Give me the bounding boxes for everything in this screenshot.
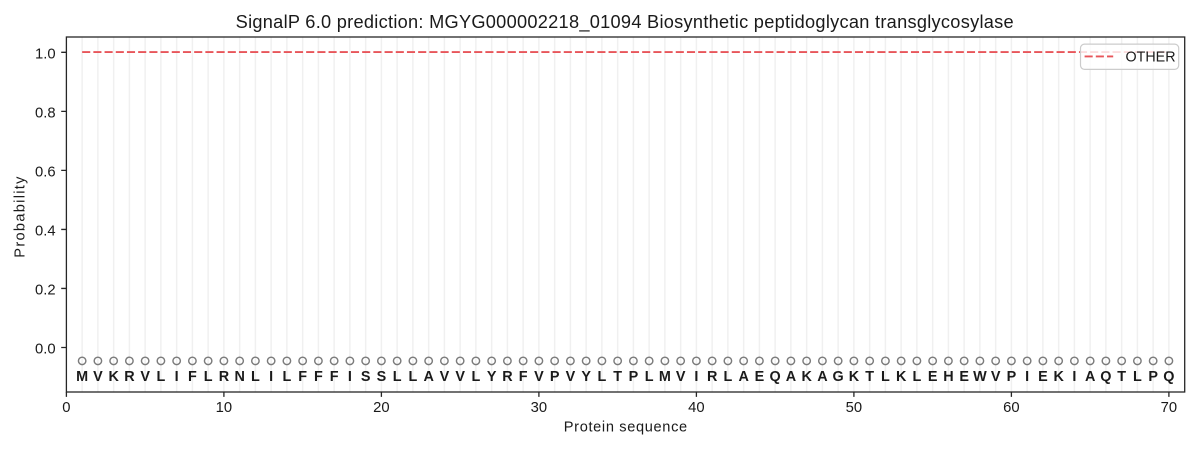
svg-text:Q: Q	[1100, 369, 1111, 385]
svg-text:40: 40	[688, 400, 704, 416]
svg-text:L: L	[204, 369, 213, 385]
svg-text:30: 30	[531, 400, 547, 416]
svg-text:N: N	[234, 369, 244, 385]
svg-text:V: V	[440, 369, 450, 385]
svg-text:E: E	[755, 369, 765, 385]
svg-text:F: F	[330, 369, 339, 385]
svg-text:0.8: 0.8	[35, 105, 56, 121]
svg-text:V: V	[676, 369, 686, 385]
svg-text:T: T	[613, 369, 622, 385]
svg-text:M: M	[76, 369, 88, 385]
svg-text:Q: Q	[1163, 369, 1174, 385]
svg-text:T: T	[1117, 369, 1126, 385]
svg-text:V: V	[93, 369, 103, 385]
svg-text:V: V	[140, 369, 150, 385]
svg-text:A: A	[1085, 369, 1096, 385]
svg-text:I: I	[694, 369, 698, 385]
svg-text:F: F	[519, 369, 528, 385]
svg-text:T: T	[865, 369, 874, 385]
svg-text:V: V	[566, 369, 576, 385]
svg-text:L: L	[598, 369, 607, 385]
svg-text:S: S	[377, 369, 387, 385]
svg-text:R: R	[707, 369, 718, 385]
svg-text:I: I	[1072, 369, 1076, 385]
svg-text:K: K	[896, 369, 907, 385]
svg-text:L: L	[409, 369, 418, 385]
svg-text:OTHER: OTHER	[1126, 50, 1176, 66]
svg-text:L: L	[645, 369, 654, 385]
svg-text:0.6: 0.6	[35, 164, 56, 180]
svg-text:L: L	[913, 369, 922, 385]
svg-text:P: P	[629, 369, 639, 385]
svg-text:70: 70	[1161, 400, 1177, 416]
svg-text:Y: Y	[581, 369, 591, 385]
svg-text:L: L	[157, 369, 166, 385]
svg-text:L: L	[472, 369, 481, 385]
svg-text:F: F	[298, 369, 307, 385]
svg-text:60: 60	[1003, 400, 1019, 416]
svg-text:I: I	[1025, 369, 1029, 385]
svg-text:V: V	[534, 369, 544, 385]
svg-text:Y: Y	[487, 369, 497, 385]
svg-text:Protein sequence: Protein sequence	[564, 420, 688, 436]
svg-text:P: P	[1148, 369, 1158, 385]
svg-text:R: R	[502, 369, 513, 385]
svg-text:I: I	[269, 369, 273, 385]
svg-text:50: 50	[846, 400, 862, 416]
svg-text:M: M	[659, 369, 671, 385]
svg-text:L: L	[1133, 369, 1142, 385]
svg-text:E: E	[928, 369, 938, 385]
svg-text:Q: Q	[770, 369, 781, 385]
svg-text:SignalP 6.0 prediction: MGYG00: SignalP 6.0 prediction: MGYG000002218_01…	[236, 12, 1014, 33]
svg-text:V: V	[991, 369, 1001, 385]
svg-text:E: E	[1038, 369, 1048, 385]
svg-text:20: 20	[373, 400, 389, 416]
svg-text:S: S	[361, 369, 371, 385]
svg-text:P: P	[550, 369, 560, 385]
svg-text:A: A	[817, 369, 828, 385]
svg-text:L: L	[881, 369, 890, 385]
svg-text:I: I	[175, 369, 179, 385]
svg-text:1.0: 1.0	[35, 46, 56, 62]
svg-text:I: I	[348, 369, 352, 385]
svg-text:H: H	[943, 369, 953, 385]
svg-text:G: G	[833, 369, 844, 385]
svg-text:L: L	[724, 369, 733, 385]
svg-text:K: K	[108, 369, 119, 385]
svg-text:K: K	[849, 369, 860, 385]
svg-text:L: L	[393, 369, 402, 385]
svg-text:F: F	[314, 369, 323, 385]
svg-text:L: L	[283, 369, 292, 385]
svg-text:A: A	[786, 369, 797, 385]
svg-text:F: F	[188, 369, 197, 385]
svg-text:0.2: 0.2	[35, 283, 56, 299]
svg-text:0.4: 0.4	[35, 223, 56, 239]
svg-text:W: W	[973, 369, 987, 385]
svg-text:A: A	[738, 369, 749, 385]
svg-text:E: E	[959, 369, 969, 385]
svg-text:K: K	[801, 369, 812, 385]
svg-text:R: R	[124, 369, 135, 385]
svg-text:0.0: 0.0	[35, 342, 56, 358]
svg-text:0: 0	[62, 400, 70, 416]
svg-text:V: V	[455, 369, 465, 385]
svg-text:10: 10	[216, 400, 232, 416]
svg-text:L: L	[251, 369, 260, 385]
svg-text:Probability: Probability	[13, 175, 29, 257]
svg-text:K: K	[1053, 369, 1064, 385]
svg-text:R: R	[219, 369, 230, 385]
svg-text:P: P	[1007, 369, 1017, 385]
svg-text:A: A	[423, 369, 434, 385]
